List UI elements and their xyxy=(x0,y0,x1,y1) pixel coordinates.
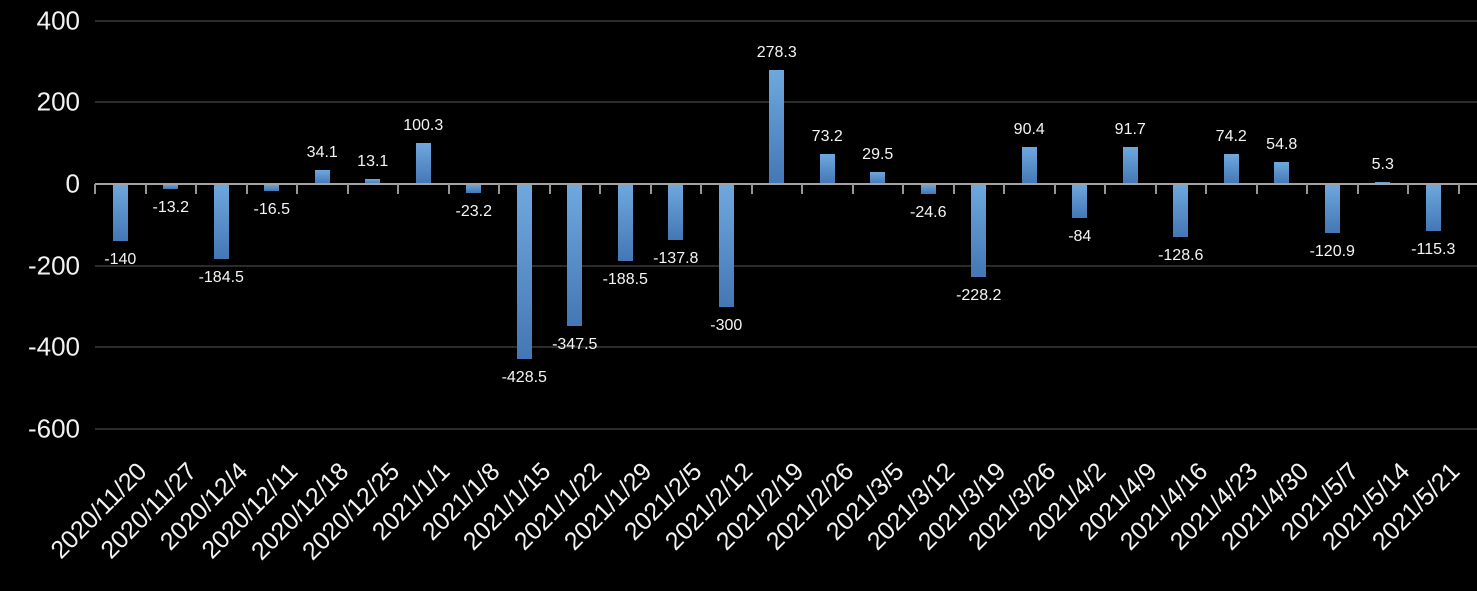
axis-tick xyxy=(1407,184,1409,194)
axis-tick xyxy=(1003,184,1005,194)
bar xyxy=(466,184,482,194)
bar-value-label: -188.5 xyxy=(602,271,648,288)
gridline xyxy=(95,19,1477,22)
bar-value-label: -228.2 xyxy=(956,287,1002,305)
bar xyxy=(112,184,128,242)
bar-value-label: 74.2 xyxy=(1215,127,1247,145)
bar-value-label: 73.2 xyxy=(811,128,843,146)
bar xyxy=(870,171,886,184)
bar xyxy=(769,70,785,184)
y-axis-label: -600 xyxy=(27,413,80,444)
gridline xyxy=(95,428,1477,431)
x-axis-line xyxy=(95,183,1477,185)
bar-value-label: -120.9 xyxy=(1309,243,1355,261)
axis-tick xyxy=(1154,184,1157,194)
bar-value-label: 278.3 xyxy=(756,44,797,62)
y-axis-label: -400 xyxy=(27,331,80,362)
bar xyxy=(1375,181,1391,184)
axis-tick xyxy=(750,184,753,194)
bar xyxy=(516,184,532,360)
bar xyxy=(617,184,633,261)
bar-value-label: -140 xyxy=(104,251,137,269)
bar-value-label: 34.1 xyxy=(306,144,338,162)
bar xyxy=(264,184,280,191)
bar xyxy=(415,143,431,184)
axis-tick xyxy=(195,184,197,194)
axis-tick xyxy=(1356,184,1359,194)
axis-tick xyxy=(94,184,96,194)
axis-tick xyxy=(447,184,450,194)
gridline xyxy=(95,101,1477,104)
axis-tick xyxy=(1205,184,1207,194)
bar-value-label: -84 xyxy=(1068,228,1092,246)
axis-tick xyxy=(498,184,500,194)
bar xyxy=(920,184,936,195)
bar-value-label: 5.3 xyxy=(1371,155,1394,173)
axis-tick xyxy=(649,184,652,194)
bar xyxy=(1173,184,1189,237)
axis-tick xyxy=(346,184,349,194)
bar xyxy=(365,178,381,184)
bar xyxy=(314,170,330,184)
bar xyxy=(213,184,229,260)
bar xyxy=(567,184,583,326)
axis-tick xyxy=(245,184,248,194)
bar xyxy=(668,184,684,241)
bar xyxy=(1274,161,1290,184)
bar-value-label: -16.5 xyxy=(253,200,290,218)
axis-tick xyxy=(952,184,955,194)
axis-tick xyxy=(851,184,854,194)
y-axis-label: -200 xyxy=(27,250,80,281)
y-axis-label: 0 xyxy=(65,168,80,199)
bar-value-label: -184.5 xyxy=(198,269,244,287)
axis-tick xyxy=(1104,184,1106,194)
axis-tick xyxy=(144,184,147,194)
gridline xyxy=(95,264,1477,267)
axis-tick xyxy=(700,184,702,194)
axis-tick xyxy=(902,184,904,194)
bar-value-label: 100.3 xyxy=(403,117,444,135)
bar-value-label: -300 xyxy=(710,316,743,334)
bar-value-label: 54.8 xyxy=(1266,135,1298,153)
bar-value-label: -115.3 xyxy=(1411,241,1456,259)
axis-tick xyxy=(801,184,803,194)
bar-value-label: 91.7 xyxy=(1114,120,1146,138)
bar-value-label: -428.5 xyxy=(501,369,547,387)
bar-value-label: 29.5 xyxy=(862,145,894,163)
axis-tick xyxy=(296,184,298,194)
bar xyxy=(1223,153,1239,184)
bar xyxy=(163,184,179,190)
bar-value-label: -137.8 xyxy=(653,250,699,268)
axis-tick xyxy=(548,184,551,194)
axis-tick xyxy=(397,184,399,194)
bar-value-label: -13.2 xyxy=(152,199,189,217)
bar-value-label: 13.1 xyxy=(357,152,389,170)
bar xyxy=(1425,184,1441,232)
axis-tick xyxy=(599,184,601,194)
bar xyxy=(718,184,734,307)
axis-tick xyxy=(1255,184,1258,194)
y-axis-label: 400 xyxy=(36,5,80,36)
axis-tick xyxy=(1457,184,1460,194)
bar xyxy=(971,184,987,278)
bar xyxy=(1324,184,1340,234)
bar xyxy=(819,154,835,184)
bar xyxy=(1072,184,1088,219)
bar-value-label: -128.6 xyxy=(1158,246,1204,264)
bar-value-label: -23.2 xyxy=(455,203,492,221)
bar-value-label: 90.4 xyxy=(1013,121,1045,139)
y-axis-label: 200 xyxy=(36,86,80,117)
bar-value-label: -24.6 xyxy=(910,204,947,222)
axis-tick xyxy=(1053,184,1056,194)
gridline xyxy=(95,346,1477,349)
bar-value-label: -347.5 xyxy=(552,335,598,353)
bar xyxy=(1122,146,1138,184)
axis-tick xyxy=(1306,184,1308,194)
bar xyxy=(1021,147,1037,184)
